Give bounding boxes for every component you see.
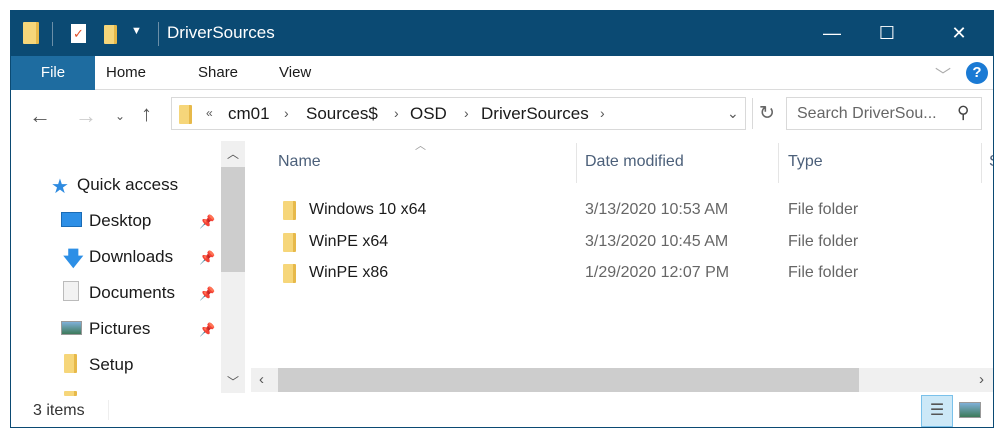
file-type: File folder: [788, 264, 859, 281]
pin-icon[interactable]: 📌: [199, 286, 216, 301]
scroll-thumb[interactable]: [278, 368, 859, 392]
tab-share[interactable]: Share: [198, 64, 239, 81]
pin-icon[interactable]: 📌: [199, 322, 216, 337]
divider[interactable]: [778, 143, 779, 183]
breadcrumb-osd[interactable]: OSD: [410, 104, 447, 123]
nav-quick-access[interactable]: Quick access: [77, 175, 179, 194]
downloads-icon: 🡇: [63, 248, 84, 270]
chevron-right-icon[interactable]: ›: [284, 105, 289, 121]
window-title: DriverSources: [167, 23, 275, 42]
scroll-right-icon[interactable]: ›: [979, 371, 984, 388]
folder-icon: [283, 201, 296, 220]
divider: [158, 22, 159, 46]
close-button[interactable]: ✕: [951, 23, 967, 43]
folder-icon: [23, 22, 39, 44]
scroll-up-icon[interactable]: ︿: [227, 147, 240, 161]
folder-icon: [64, 354, 77, 373]
status-item-count: 3 items: [33, 402, 85, 419]
new-folder-icon[interactable]: [104, 25, 117, 44]
breadcrumb-driversources[interactable]: DriverSources: [481, 104, 589, 123]
file-row[interactable]: WinPE x64 3/13/2020 10:45 AM File folder: [271, 231, 971, 255]
search-box[interactable]: Search DriverSou... ⚲: [786, 97, 982, 130]
sort-ascending-icon: ︿: [415, 140, 426, 152]
divider: [752, 98, 753, 129]
column-header-name[interactable]: Name: [278, 153, 321, 170]
desktop-icon: [61, 212, 82, 227]
address-dropdown-icon[interactable]: ⌄: [727, 105, 739, 121]
file-name: Windows 10 x64: [309, 201, 427, 218]
chevron-right-icon[interactable]: ›: [394, 105, 399, 121]
star-icon: ★: [51, 176, 69, 198]
nav-item-pictures[interactable]: Pictures: [89, 319, 151, 338]
up-button[interactable]: ↑: [141, 101, 152, 126]
details-view-button[interactable]: ☰: [921, 395, 953, 427]
folder-icon: [283, 233, 296, 252]
large-icons-view-button[interactable]: [959, 402, 981, 418]
breadcrumb-sources[interactable]: Sources$: [306, 104, 378, 123]
file-date: 3/13/2020 10:45 AM: [585, 233, 729, 250]
chevron-right-icon[interactable]: ›: [600, 105, 605, 121]
file-type: File folder: [788, 233, 859, 250]
nav-item-downloads[interactable]: Downloads: [89, 247, 174, 266]
divider[interactable]: [576, 143, 577, 183]
column-header-size[interactable]: S: [989, 153, 993, 171]
scroll-thumb[interactable]: [221, 167, 245, 272]
documents-icon: [63, 281, 79, 301]
maximize-button[interactable]: ☐: [878, 23, 896, 43]
scroll-left-icon[interactable]: ‹: [259, 371, 264, 388]
folder-icon: [179, 105, 192, 124]
file-row[interactable]: WinPE x86 1/29/2020 12:07 PM File folder: [271, 262, 971, 286]
customize-toolbar-icon[interactable]: ▼: [131, 25, 142, 37]
pin-icon[interactable]: 📌: [199, 250, 216, 265]
file-name: WinPE x86: [309, 264, 389, 281]
nav-item-documents[interactable]: Documents: [89, 283, 175, 302]
search-input[interactable]: Search DriverSou...: [797, 105, 937, 122]
collapse-ribbon-icon[interactable]: ﹀: [935, 68, 952, 85]
file-date: 1/29/2020 12:07 PM: [585, 264, 730, 281]
minimize-button[interactable]: —: [823, 23, 841, 43]
folder-icon: [283, 264, 296, 283]
divider: [108, 400, 109, 420]
column-header-date[interactable]: Date modified: [585, 153, 684, 170]
pin-icon[interactable]: 📌: [199, 214, 216, 229]
properties-icon[interactable]: ✓: [71, 24, 86, 43]
explorer-window: ✓ ▼ DriverSources — ☐ ✕ File Home Share …: [10, 10, 994, 428]
chevron-right-icon[interactable]: ›: [464, 105, 469, 121]
column-header-type[interactable]: Type: [788, 153, 823, 170]
refresh-icon[interactable]: ↻: [759, 103, 775, 124]
file-row[interactable]: Windows 10 x64 3/13/2020 10:53 AM File f…: [271, 199, 971, 223]
tab-home[interactable]: Home: [106, 64, 147, 81]
pictures-icon: [61, 321, 82, 335]
address-bar[interactable]: « cm01 › Sources$ › OSD › DriverSources …: [171, 97, 775, 130]
ribbon-tabs: File Home Share View ﹀ ?: [11, 56, 993, 90]
tab-view[interactable]: View: [279, 64, 312, 81]
divider: [52, 22, 53, 46]
folder-icon: [64, 391, 77, 396]
scroll-down-icon[interactable]: ﹀: [227, 375, 240, 389]
back-button[interactable]: ←: [29, 103, 51, 128]
nav-vertical-scrollbar[interactable]: ︿ ﹀: [221, 141, 245, 393]
nav-item-setup[interactable]: Setup: [89, 355, 134, 374]
nav-item-desktop[interactable]: Desktop: [89, 211, 152, 230]
divider[interactable]: [981, 143, 982, 183]
forward-button[interactable]: →: [75, 103, 97, 128]
overflow-icon[interactable]: «: [206, 106, 213, 120]
title-bar: ✓ ▼ DriverSources — ☐ ✕: [11, 11, 993, 56]
file-date: 3/13/2020 10:53 AM: [585, 201, 729, 218]
horizontal-scrollbar[interactable]: ‹ ›: [251, 368, 993, 392]
file-type: File folder: [788, 201, 859, 218]
recent-locations-icon[interactable]: ⌄: [115, 109, 126, 123]
help-icon[interactable]: ?: [966, 62, 988, 84]
breadcrumb-cm01[interactable]: cm01: [228, 104, 270, 123]
tab-file[interactable]: File: [11, 56, 95, 90]
file-name: WinPE x64: [309, 233, 389, 250]
search-icon[interactable]: ⚲: [957, 103, 970, 122]
